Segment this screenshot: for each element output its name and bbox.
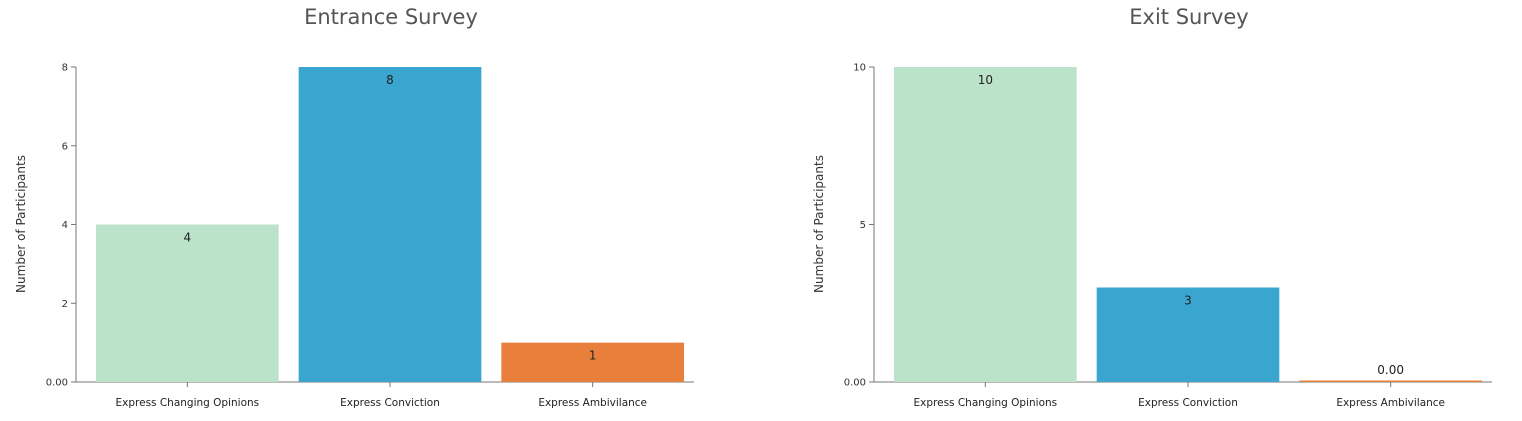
y-tick-label: 10 [853, 63, 866, 74]
data-label: 10 [978, 73, 993, 87]
chart-title: Exit Survey [1129, 5, 1249, 29]
y-tick-label: 8 [62, 63, 68, 74]
data-label: 8 [386, 73, 394, 87]
entrance-survey-chart: Entrance Survey Number of Participants 0… [14, 5, 694, 409]
y-tick-label: 0.00 [844, 378, 866, 389]
bar [894, 67, 1077, 382]
x-tick-label: Express Changing Opinions [116, 397, 260, 409]
y-tick-label: 0.00 [46, 378, 68, 389]
x-tick-label: Express Conviction [1138, 397, 1238, 409]
x-tick-label: Express Ambivilance [538, 397, 647, 409]
y-tick-label: 4 [62, 220, 68, 231]
x-tick-label: Express Ambivilance [1336, 397, 1445, 409]
data-label: 1 [589, 349, 597, 363]
bar [1096, 287, 1280, 382]
chart-title: Entrance Survey [304, 5, 478, 29]
x-tick-label: Express Changing Opinions [914, 397, 1058, 409]
bar [298, 67, 482, 382]
data-label: 0.00 [1377, 363, 1404, 377]
x-tick-label: Express Conviction [340, 397, 440, 409]
y-tick-label: 6 [62, 141, 68, 152]
y-tick-label: 5 [860, 220, 866, 231]
y-tick-label: 2 [62, 299, 68, 310]
y-axis-label: Number of Participants [812, 155, 826, 293]
bar [1299, 380, 1482, 382]
y-axis-label: Number of Participants [14, 155, 28, 293]
data-label: 4 [184, 231, 192, 245]
data-label: 3 [1184, 294, 1192, 308]
bar [96, 224, 279, 382]
exit-survey-chart: Exit Survey Number of Participants 0.00 5… [812, 5, 1492, 409]
bar [501, 342, 684, 382]
